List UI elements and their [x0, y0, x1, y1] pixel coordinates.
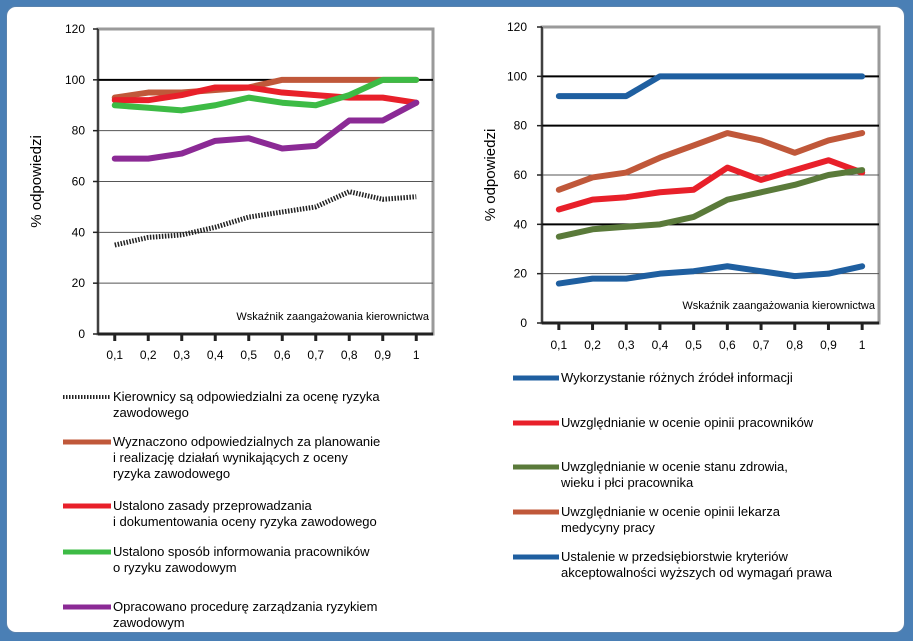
x-tick-label: 1: [413, 348, 420, 362]
y-tick-label: 120: [507, 20, 527, 34]
y-tick-label: 100: [65, 73, 85, 87]
x-tick-label: 1: [859, 338, 866, 352]
y-tick-label: 120: [65, 22, 85, 36]
inner-axis-caption: Wskaźnik zaangażowania kierownictwa: [236, 311, 429, 323]
y-axis-label: % odpowiedzi: [482, 129, 499, 222]
legend-label-4: medycyny pracy: [561, 520, 655, 535]
legend-label-4: o ryzyku zawodowym: [113, 560, 237, 575]
legend-label-1: zawodowego: [113, 405, 189, 420]
y-tick-label: 0: [78, 327, 85, 341]
x-tick-label: 0,9: [820, 338, 837, 352]
legend-label-5: akceptowalności wyższych od wymagań praw…: [561, 565, 833, 580]
series-line-1: [114, 189, 417, 248]
inner-axis-caption: Wskaźnik zaangażowania kierownictwa: [682, 300, 875, 312]
x-tick-label: 0,7: [753, 338, 770, 352]
legend-label-1: Wykorzystanie różnych źródeł informacji: [561, 370, 793, 385]
y-tick-label: 40: [72, 225, 86, 239]
legend-label-2: Wyznaczono odpowiedzialnych za planowani…: [113, 434, 380, 449]
chart-1: 0 20 40 60 80 100 120 0,1 0,2 0,3 0,4 0,5 0,6 0,7 0,8 0…: [28, 22, 435, 630]
series-line-4: [555, 130, 866, 193]
chart-2: 0 20 40 60 80 100 120 0,1 0,2 0,3 0,4 0,5 0,6 0,7 0,8 0…: [482, 20, 881, 580]
x-tick-label: 0,6: [719, 338, 736, 352]
legend-label-2: Uwzględnianie w ocenie opinii pracownikó…: [561, 415, 814, 430]
series-line-4: [111, 76, 420, 114]
figure-frame: 0 20 40 60 80 100 120 0,1 0,2 0,3 0,4 0,5 0,6 0,7 0,8 0…: [6, 6, 905, 633]
x-tick-label: 0,2: [140, 348, 157, 362]
legend-label-2: ryzyka zawodowego: [113, 466, 230, 481]
x-tick-label: 0,5: [685, 338, 702, 352]
legend-label-3: wieku i płci pracownika: [560, 475, 694, 490]
x-tick-label: 0,8: [341, 348, 358, 362]
x-tick-label: 0,4: [652, 338, 669, 352]
y-tick-label: 0: [520, 316, 527, 330]
y-tick-label: 80: [514, 119, 528, 133]
y-tick-label: 40: [514, 217, 528, 231]
x-tick-label: 0,8: [786, 338, 803, 352]
legend-label-5: Opracowano procedurę zarządzania ryzykie…: [113, 599, 377, 614]
x-tick-label: 0,9: [374, 348, 391, 362]
legend-label-2: i realizację działań wynikających z ocen…: [113, 450, 348, 465]
legend-label-3: i dokumentowania oceny ryzyka zawodowego: [113, 514, 377, 529]
y-tick-label: 80: [72, 124, 86, 138]
legend-label-1: Kierownicy są odpowiedzialni za ocenę ry…: [113, 389, 380, 404]
legend-label-3: Ustalono zasady przeprowadzania: [113, 498, 312, 513]
x-tick-label: 0,3: [173, 348, 190, 362]
series-line-5: [111, 99, 420, 162]
x-tick-label: 0,1: [106, 348, 123, 362]
legend-label-4: Uwzględnianie w ocenie opinii lekarza: [561, 504, 781, 519]
series-line-2: [555, 157, 866, 213]
y-tick-label: 60: [514, 168, 528, 182]
x-tick-label: 0,2: [584, 338, 601, 352]
y-axis-label: % odpowiedzi: [28, 135, 45, 228]
legend-label-4: Ustalono sposób informowania pracowników: [113, 544, 370, 559]
y-tick-label: 20: [72, 276, 86, 290]
series-line-3: [555, 167, 866, 240]
series-line-1: [555, 73, 866, 100]
x-tick-label: 0,4: [207, 348, 224, 362]
series-line-5: [555, 263, 866, 287]
x-tick-label: 0,1: [551, 338, 568, 352]
series-line-3: [111, 84, 420, 106]
series-line-2: [111, 76, 420, 101]
x-tick-label: 0,5: [240, 348, 257, 362]
x-tick-label: 0,3: [618, 338, 635, 352]
x-tick-label: 0,7: [307, 348, 324, 362]
y-tick-label: 20: [514, 267, 528, 281]
legend-label-3: Uwzględnianie w ocenie stanu zdrowia,: [561, 459, 788, 474]
legend-label-5: Ustalenie w przedsiębiorstwie kryteriów: [561, 549, 788, 564]
legend-label-5: zawodowym: [113, 615, 185, 630]
y-tick-label: 60: [72, 175, 86, 189]
y-tick-label: 100: [507, 69, 527, 83]
x-tick-label: 0,6: [274, 348, 291, 362]
